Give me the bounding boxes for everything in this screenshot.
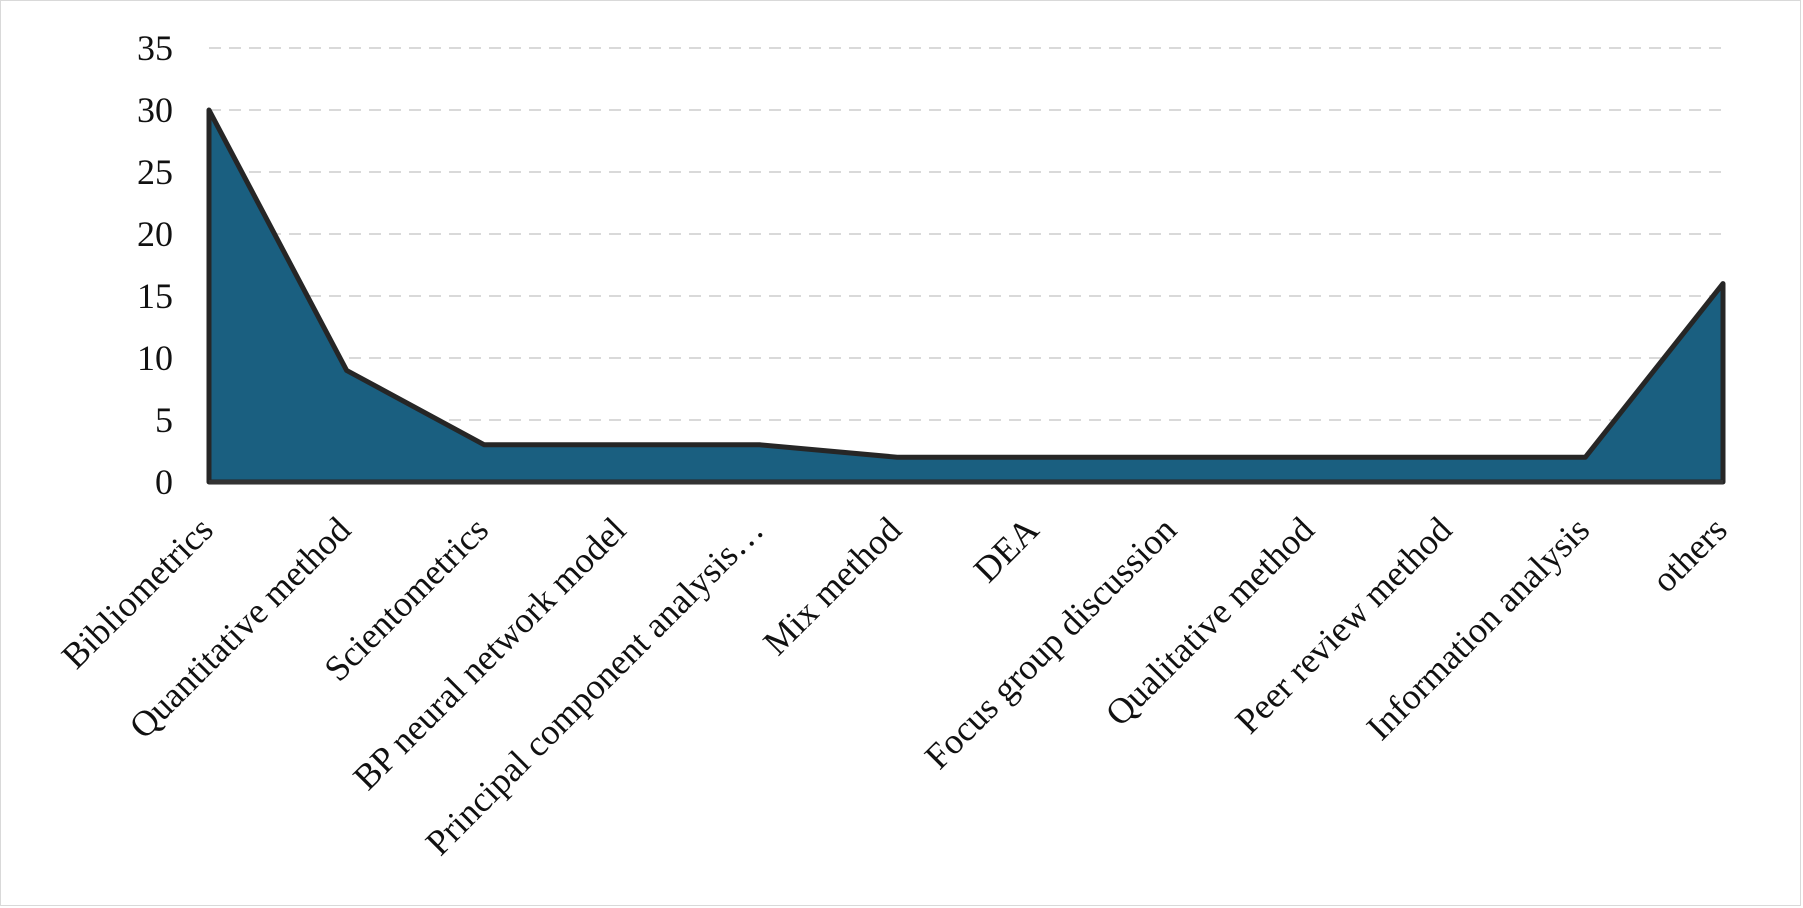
y-tick-label-35: 35 xyxy=(137,28,173,68)
x-tick-label-6: DEA xyxy=(966,509,1047,590)
y-axis: 0 5 10 15 20 25 30 35 xyxy=(137,28,173,502)
y-tick-label-30: 30 xyxy=(137,90,173,130)
y-tick-label-25: 25 xyxy=(137,152,173,192)
y-tick-label-5: 5 xyxy=(155,400,173,440)
x-tick-label-7: Focus group discussion xyxy=(917,509,1184,776)
x-tick-label-11: others xyxy=(1644,509,1734,599)
area-series xyxy=(206,107,1726,485)
gridlines xyxy=(209,47,1723,421)
x-tick-label-5: Mix method xyxy=(755,509,908,662)
y-tick-label-10: 10 xyxy=(137,338,173,378)
x-tick-label-3: BP neural network model xyxy=(345,509,633,797)
y-tick-label-0: 0 xyxy=(155,462,173,502)
y-tick-label-15: 15 xyxy=(137,276,173,316)
y-tick-label-20: 20 xyxy=(137,214,173,254)
